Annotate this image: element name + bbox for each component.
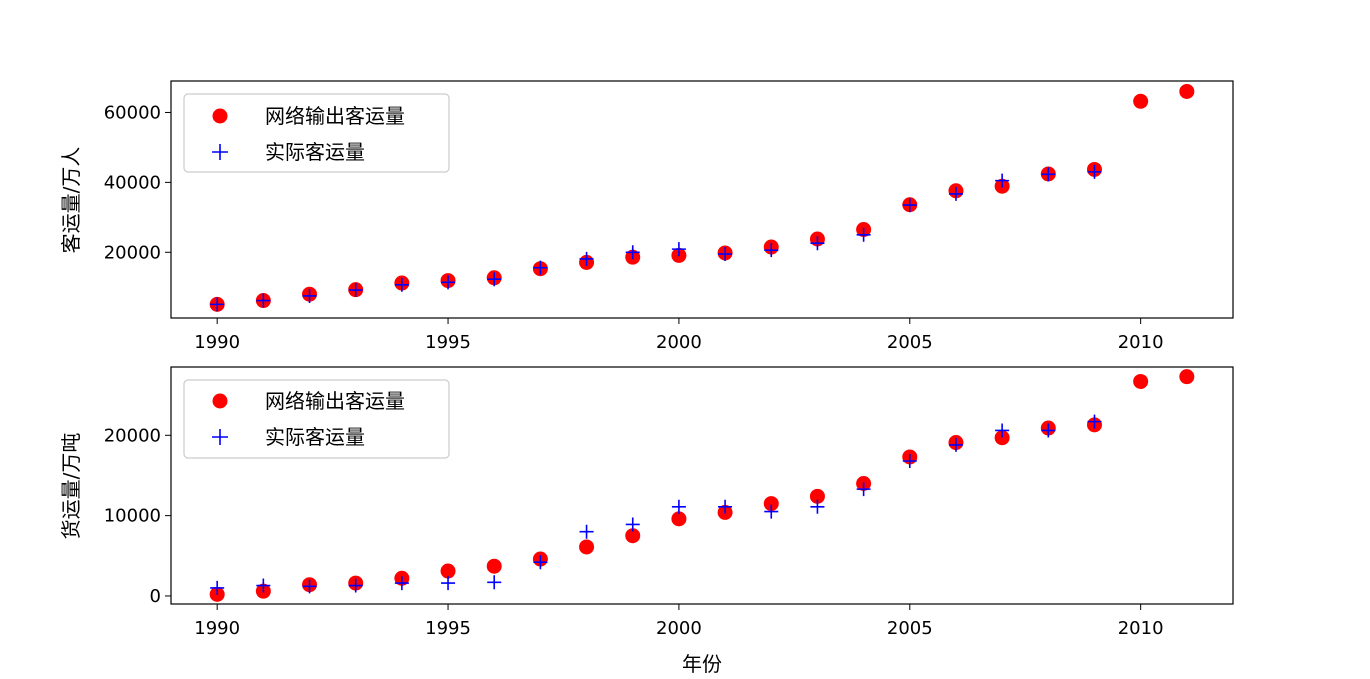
freight-actual-point: [625, 517, 640, 532]
passenger-actual-point: [948, 186, 963, 201]
freight-legend: 网络输出客运量 实际客运量: [183, 379, 450, 459]
passenger-ticks: 1990 1995 2000 2005 2010 20000 40000 60000: [104, 102, 1164, 353]
passenger-legend-circle-marker: [212, 108, 228, 124]
passenger-x-tick-label: 2000: [656, 332, 702, 353]
passenger-actual-point: [256, 293, 271, 308]
freight-x-tick-label: 2010: [1118, 618, 1164, 639]
freight-actual-point: [718, 499, 733, 514]
freight-x-tick-label: 1990: [194, 618, 240, 639]
freight-actual-point: [256, 578, 271, 593]
x-axis-label: 年份: [682, 652, 722, 676]
passenger-x-tick-label: 2010: [1118, 332, 1164, 353]
freight-actual-point: [348, 578, 363, 593]
passenger-subplot: 1990 1995 2000 2005 2010 20000 40000 60000 客运量/…: [59, 80, 1234, 353]
passenger-x-tick-label: 2005: [887, 332, 933, 353]
freight-actual-point: [579, 524, 594, 539]
passenger-actual-point: [210, 297, 225, 312]
passenger-legend-label-actual: 实际客运量: [265, 140, 365, 164]
freight-legend-box: [183, 379, 450, 459]
freight-x-tick-label: 1995: [425, 618, 471, 639]
freight-output-point: [579, 539, 595, 555]
freight-actual-point: [487, 575, 502, 590]
freight-output-point: [440, 563, 456, 579]
freight-output-point: [671, 511, 687, 527]
passenger-legend-box: [183, 93, 450, 173]
passenger-legend: 网络输出客运量 实际客运量: [183, 93, 450, 173]
freight-y-axis-label: 货运量/万吨: [59, 433, 83, 540]
freight-legend-circle-marker: [212, 393, 228, 409]
freight-actual-point: [995, 423, 1010, 438]
passenger-output-point: [1133, 93, 1149, 109]
freight-x-tick-label: 2000: [656, 618, 702, 639]
freight-actual-point: [533, 555, 548, 570]
freight-subplot: 1990 1995 2000 2005 2010 0 10000 20000 货运量/万吨 年…: [59, 366, 1234, 676]
passenger-x-tick-label: 1995: [425, 332, 471, 353]
freight-output-point: [1179, 369, 1195, 385]
passenger-points: [209, 83, 1195, 312]
passenger-actual-point: [1087, 164, 1102, 179]
passenger-output-point: [1179, 83, 1195, 99]
freight-actual-point: [210, 580, 225, 595]
passenger-actual-point: [394, 277, 409, 292]
passenger-actual-point: [579, 251, 594, 266]
passenger-x-tick-label: 1990: [194, 332, 240, 353]
freight-y-tick-label: 20000: [104, 425, 161, 446]
freight-output-point: [809, 488, 825, 504]
freight-legend-plus-marker: [212, 429, 228, 445]
passenger-actual-point: [533, 260, 548, 275]
passenger-y-axis-label: 客运量/万人: [59, 147, 83, 254]
passenger-actual-point: [671, 242, 686, 257]
freight-legend-label-output: 网络输出客运量: [265, 389, 405, 413]
freight-points: [209, 369, 1195, 602]
freight-ticks: 1990 1995 2000 2005 2010 0 10000 20000: [104, 425, 1164, 639]
freight-y-tick-label: 0: [150, 586, 161, 607]
passenger-actual-point: [810, 236, 825, 251]
freight-legend-label-actual: 实际客运量: [265, 425, 365, 449]
passenger-actual-point: [995, 173, 1010, 188]
freight-actual-point: [764, 504, 779, 519]
freight-y-tick-label: 10000: [104, 506, 161, 527]
passenger-legend-label-output: 网络输出客运量: [265, 104, 405, 128]
freight-actual-point: [810, 499, 825, 514]
freight-x-tick-label: 2005: [887, 618, 933, 639]
passenger-actual-point: [718, 247, 733, 262]
passenger-actual-point: [348, 283, 363, 298]
passenger-actual-point: [625, 245, 640, 260]
passenger-legend-plus-marker: [212, 144, 228, 160]
passenger-plot-frame: [170, 80, 1234, 319]
freight-output-point: [763, 496, 779, 512]
passenger-y-tick-label: 20000: [104, 242, 161, 263]
passenger-actual-point: [302, 288, 317, 303]
freight-actual-point: [441, 576, 456, 591]
freight-actual-point: [671, 499, 686, 514]
freight-actual-point: [948, 437, 963, 452]
freight-output-point: [1133, 373, 1149, 389]
freight-actual-point: [856, 482, 871, 497]
freight-actual-point: [902, 453, 917, 468]
passenger-actual-point: [1041, 167, 1056, 182]
freight-actual-point: [1087, 414, 1102, 429]
passenger-actual-point: [441, 275, 456, 290]
freight-plot-frame: [170, 366, 1234, 605]
freight-output-point: [625, 528, 641, 544]
freight-output-point: [486, 558, 502, 574]
freight-actual-point: [302, 579, 317, 594]
freight-output-point: [994, 430, 1010, 446]
passenger-y-tick-label: 40000: [104, 172, 161, 193]
freight-actual-point: [394, 576, 409, 591]
passenger-actual-point: [902, 198, 917, 213]
passenger-y-tick-label: 60000: [104, 102, 161, 123]
freight-actual-point: [1041, 423, 1056, 438]
passenger-actual-point: [487, 272, 502, 287]
passenger-actual-point: [856, 227, 871, 242]
passenger-actual-point: [764, 243, 779, 258]
